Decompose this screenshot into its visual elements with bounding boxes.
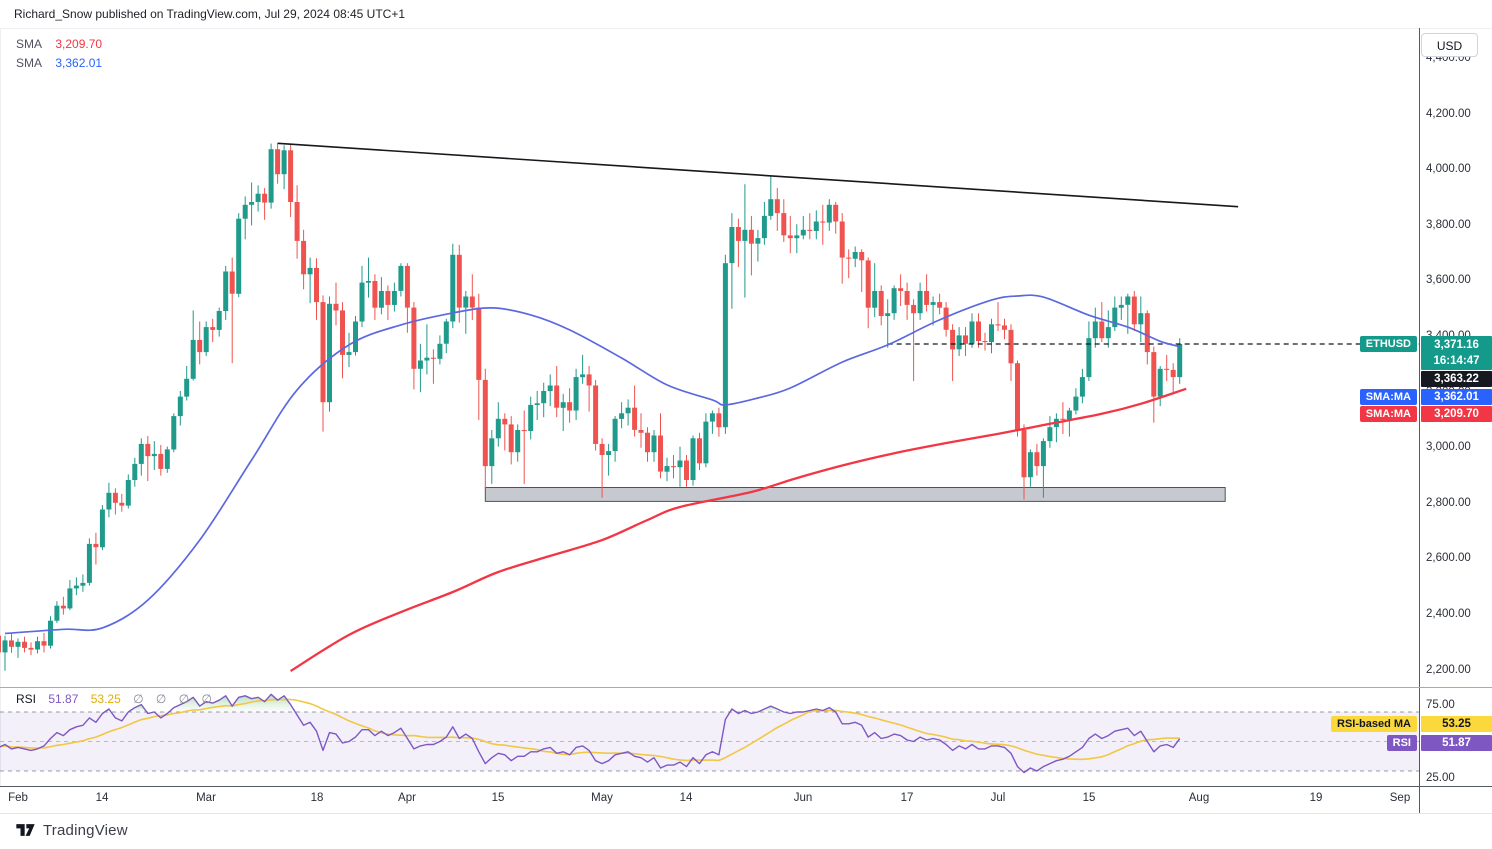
price-tick-label: 3,800.00 xyxy=(1426,219,1471,231)
legend-row-sma-slow[interactable]: SMA 3,209.70 xyxy=(16,35,102,54)
time-tick-label: Apr xyxy=(398,792,416,804)
rsi-pane-canvas[interactable] xyxy=(0,689,1419,785)
rsi-tick-label: 75.00 xyxy=(1426,699,1455,711)
rsi-legend-value: 51.87 xyxy=(48,692,79,706)
time-tick-label: Mar xyxy=(196,792,216,804)
time-tick-label: Feb xyxy=(8,792,28,804)
prev-close-label: 3,363.22 xyxy=(1421,371,1492,387)
rsi-empty-plot-value: ∅ xyxy=(155,692,167,706)
time-tick-label: Sep xyxy=(1389,792,1411,804)
rsi-empty-plot-value: ∅ xyxy=(201,692,212,706)
rsi-ma-axis-tag: RSI-based MA xyxy=(1331,716,1417,732)
symbol-price-tag: ETHUSD xyxy=(1359,336,1417,352)
sma-slow-label: SMA xyxy=(16,37,43,51)
rsi-axis-value: 51.87 xyxy=(1421,735,1492,751)
rsi-ma-line xyxy=(0,698,1180,762)
bottom-frame-line xyxy=(0,813,1492,814)
price-tick-label: 4,200.00 xyxy=(1426,108,1471,120)
currency-toggle-button[interactable]: USD xyxy=(1421,33,1478,57)
time-tick-label: 15 xyxy=(491,792,505,804)
rsi-empty-plot-value: ∅ xyxy=(133,692,144,706)
sma-slow-line xyxy=(289,387,1187,672)
support-zone xyxy=(484,487,1226,502)
rsi-tick-label: 25.00 xyxy=(1426,772,1455,784)
sma-fast-axis-value: 3,362.01 xyxy=(1421,389,1492,405)
sma-fast-axis-tag: SMA:MA xyxy=(1359,389,1417,405)
time-tick-label: Aug xyxy=(1188,792,1210,804)
descending-trendline xyxy=(277,142,1239,208)
time-tick-label: Jul xyxy=(990,792,1006,804)
bar-countdown: 16:14:47 xyxy=(1433,355,1480,367)
time-tick-label: 19 xyxy=(1309,792,1323,804)
sma-slow-axis-value: 3,209.70 xyxy=(1421,406,1492,422)
time-axis-border xyxy=(0,786,1492,787)
price-tick-label: 3,000.00 xyxy=(1426,441,1471,453)
rsi-band xyxy=(0,712,1419,771)
price-pane-canvas[interactable] xyxy=(0,28,1419,686)
price-pane-legend: SMA 3,209.70 SMA 3,362.01 xyxy=(16,35,102,73)
price-tick-label: 3,600.00 xyxy=(1426,274,1471,286)
rsi-line xyxy=(0,693,1181,774)
candles-layer xyxy=(0,143,1183,671)
rsi-empty-plot-value: ∅ xyxy=(178,692,190,706)
time-tick-label: May xyxy=(591,792,613,804)
sma-slow-value: 3,209.70 xyxy=(55,37,103,51)
time-tick-label: Jun xyxy=(793,792,813,804)
price-tick-label: 2,800.00 xyxy=(1426,497,1471,509)
sma-fast-line xyxy=(4,294,1180,635)
price-tick-label: 4,000.00 xyxy=(1426,163,1471,175)
rsi-axis-tag: RSI xyxy=(1386,735,1417,751)
last-price: 3,371.16 xyxy=(1434,339,1479,351)
price-tick-label: 2,600.00 xyxy=(1426,552,1471,564)
rsi-pane-legend[interactable]: RSI 51.87 53.25 ∅ ∅ ∅ ∅ xyxy=(16,691,221,707)
rsi-ma-legend-value: 53.25 xyxy=(90,692,121,706)
symbol-price-label: 3,371.16 16:14:47 xyxy=(1421,336,1492,370)
rsi-indicator-title: RSI xyxy=(16,692,37,706)
attribution-text: Richard_Snow published on TradingView.co… xyxy=(14,7,406,21)
sma-slow-axis-tag: SMA:MA xyxy=(1359,406,1417,422)
rsi-ma-axis-value: 53.25 xyxy=(1421,716,1492,732)
price-tick-label: 2,200.00 xyxy=(1426,664,1471,676)
price-tick-label: 2,400.00 xyxy=(1426,608,1471,620)
left-frame-line xyxy=(0,28,1,786)
tradingview-watermark[interactable]: TradingView xyxy=(14,820,128,840)
time-tick-label: 17 xyxy=(900,792,914,804)
tradingview-logo-icon xyxy=(16,824,35,836)
legend-row-sma-fast[interactable]: SMA 3,362.01 xyxy=(16,54,102,73)
top-frame-line xyxy=(0,28,1492,29)
sma-fast-value: 3,362.01 xyxy=(55,56,103,70)
time-tick-label: 18 xyxy=(310,792,324,804)
price-axis-border xyxy=(1419,28,1420,813)
time-tick-label: 15 xyxy=(1082,792,1096,804)
pane-divider[interactable] xyxy=(0,687,1492,688)
rsi-overbought-fill xyxy=(168,694,296,712)
tradingview-brand-text: TradingView xyxy=(43,821,128,839)
rsi-overbought-fill xyxy=(757,706,784,712)
time-tick-label: 14 xyxy=(95,792,109,804)
time-tick-label: 14 xyxy=(679,792,693,804)
sma-fast-label: SMA xyxy=(16,56,43,70)
